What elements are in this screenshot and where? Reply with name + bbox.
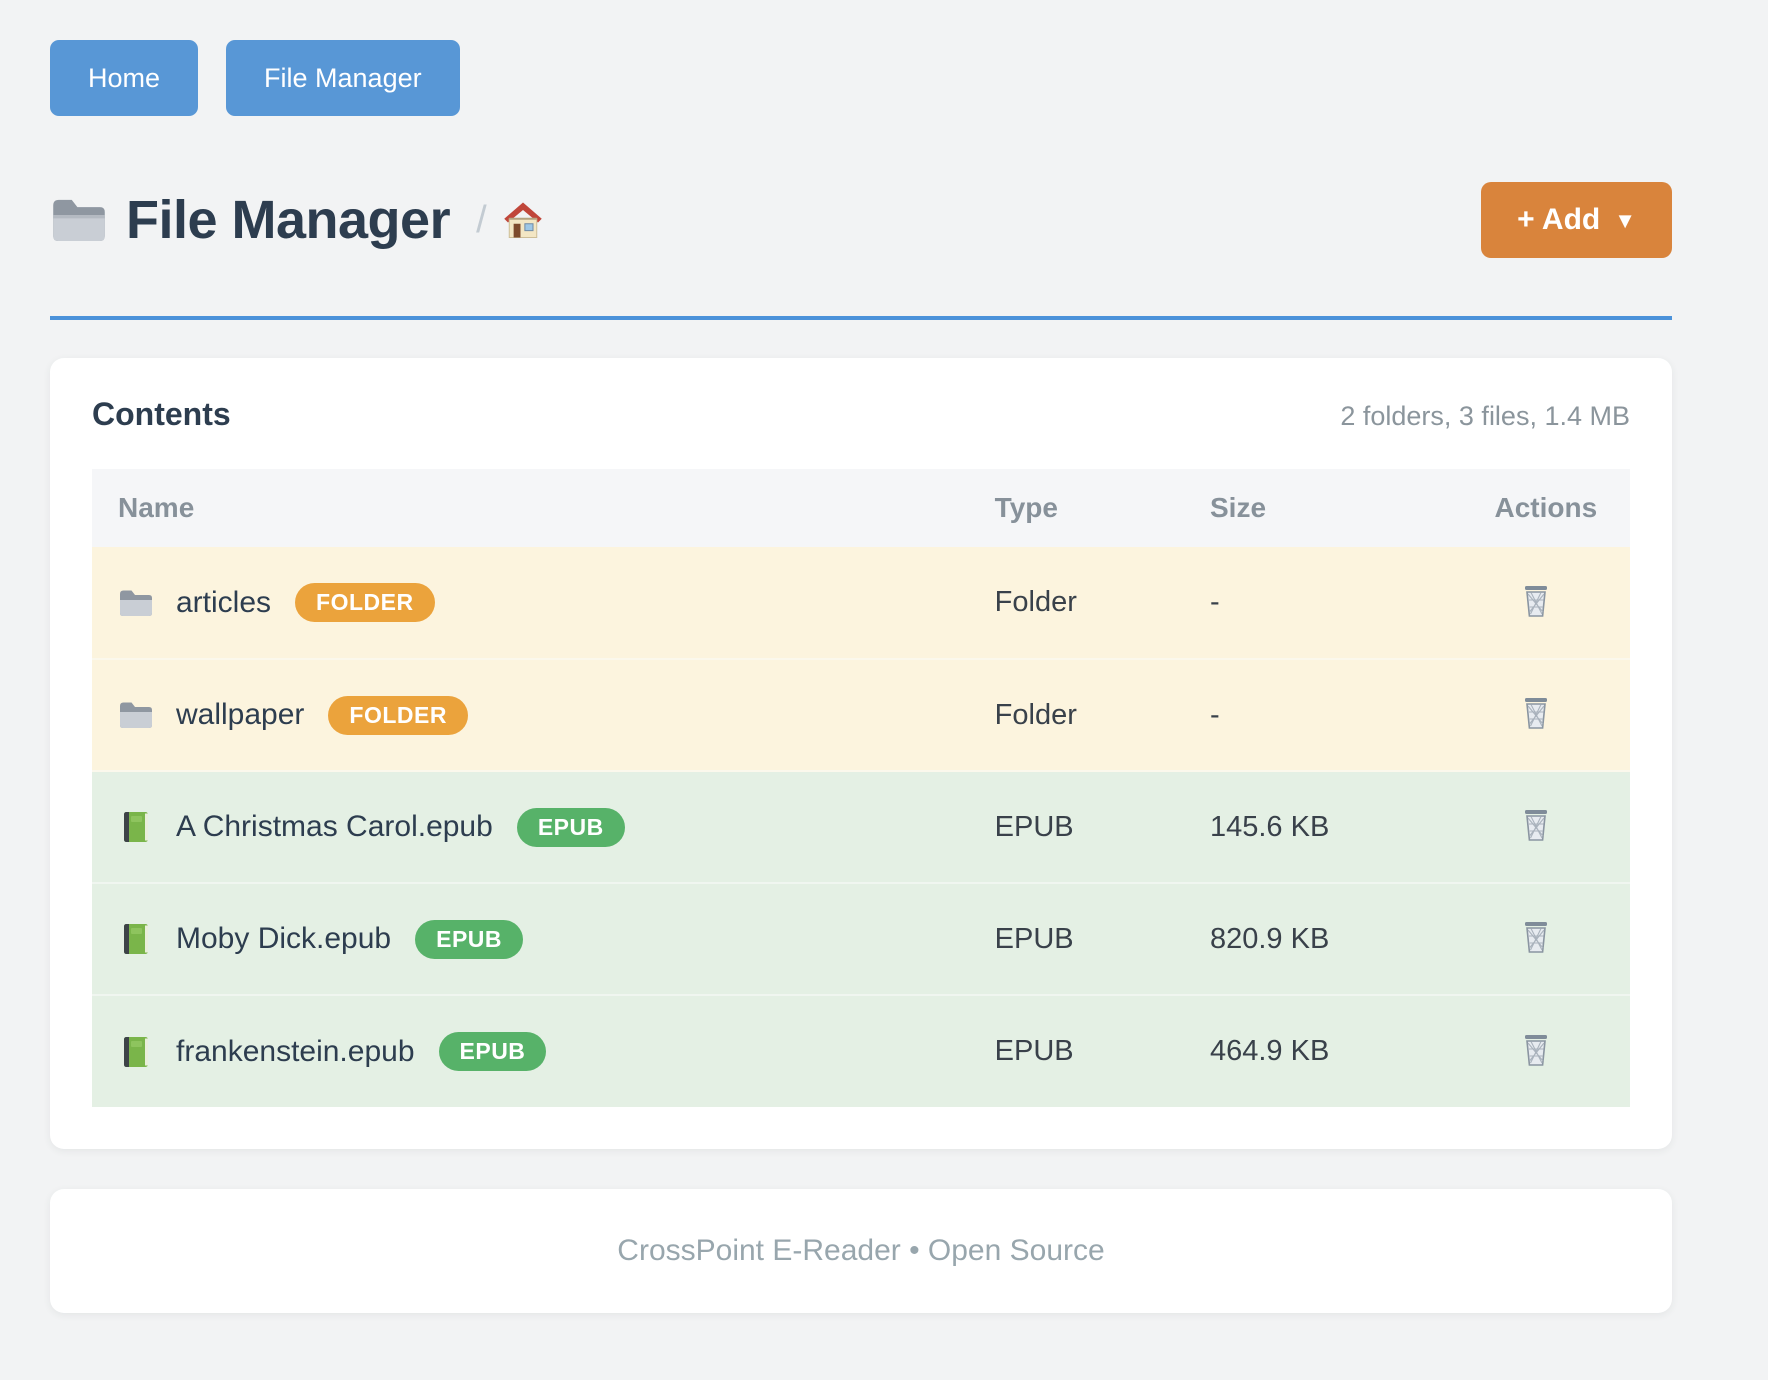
- epub-badge: EPUB: [516, 807, 625, 847]
- page-header: File Manager / + Add ▼: [50, 182, 1672, 258]
- item-type: Folder: [968, 547, 1184, 660]
- page-title: File Manager: [126, 190, 451, 250]
- table-row: wallpaper FOLDER Folder -: [92, 659, 1630, 772]
- item-size: 464.9 KB: [1183, 995, 1469, 1107]
- item-name-link[interactable]: frankenstein.epub: [176, 1034, 415, 1068]
- title-divider: [50, 316, 1672, 320]
- folder-icon: [120, 590, 152, 616]
- table-row: articles FOLDER Folder -: [92, 547, 1630, 660]
- footer-card: CrossPoint E-Reader • Open Source: [50, 1189, 1672, 1313]
- trash-icon: [1524, 810, 1547, 841]
- delete-button[interactable]: [1517, 691, 1555, 735]
- breadcrumb-separator: /: [476, 198, 487, 241]
- item-name-link[interactable]: Moby Dick.epub: [176, 922, 392, 955]
- house-icon[interactable]: [503, 201, 543, 239]
- green-book-icon: [124, 924, 148, 954]
- item-size: 145.6 KB: [1183, 771, 1469, 884]
- item-name-link[interactable]: A Christmas Carol.epub: [176, 810, 493, 843]
- file-table: Name Type Size Actions articles FOLDER: [92, 469, 1630, 1107]
- contents-card: Contents 2 folders, 3 files, 1.4 MB Name…: [50, 358, 1672, 1149]
- column-header-size: Size: [1183, 469, 1469, 547]
- green-book-icon: [124, 1036, 148, 1067]
- contents-card-header: Contents 2 folders, 3 files, 1.4 MB: [92, 396, 1630, 433]
- table-row: A Christmas Carol.epub EPUB EPUB 145.6 K…: [92, 771, 1630, 884]
- delete-button[interactable]: [1517, 1028, 1555, 1072]
- column-header-actions: Actions: [1468, 469, 1630, 547]
- delete-button[interactable]: [1517, 915, 1555, 959]
- home-button[interactable]: Home: [50, 40, 199, 116]
- folder-icon: [120, 702, 152, 728]
- folder-badge: FOLDER: [328, 695, 468, 735]
- file-manager-button[interactable]: File Manager: [226, 40, 460, 116]
- item-size: 820.9 KB: [1183, 883, 1469, 996]
- breadcrumb: /: [476, 199, 543, 242]
- item-size: -: [1183, 659, 1469, 772]
- trash-icon: [1524, 922, 1547, 953]
- delete-button[interactable]: [1517, 803, 1555, 847]
- item-name-link[interactable]: articles: [176, 585, 272, 619]
- top-nav: Home File Manager: [50, 40, 1672, 116]
- item-name-link[interactable]: wallpaper: [176, 698, 305, 731]
- trash-icon: [1524, 1034, 1547, 1066]
- table-header-row: Name Type Size Actions: [92, 469, 1630, 547]
- contents-summary: 2 folders, 3 files, 1.4 MB: [1340, 401, 1630, 431]
- item-type: EPUB: [968, 883, 1184, 996]
- item-size: -: [1183, 547, 1469, 660]
- epub-badge: EPUB: [415, 919, 524, 959]
- folder-icon: [53, 199, 105, 241]
- delete-button[interactable]: [1517, 579, 1555, 623]
- item-type: EPUB: [968, 771, 1184, 884]
- add-button-label: + Add: [1517, 203, 1601, 236]
- table-row: Moby Dick.epub EPUB EPUB 820.9 KB: [92, 883, 1630, 996]
- column-header-type: Type: [968, 469, 1184, 547]
- item-type: Folder: [968, 659, 1184, 772]
- epub-badge: EPUB: [438, 1032, 547, 1071]
- trash-icon: [1524, 585, 1547, 617]
- folder-badge: FOLDER: [295, 583, 435, 622]
- chevron-down-icon: ▼: [1614, 208, 1636, 233]
- trash-icon: [1524, 698, 1547, 729]
- item-type: EPUB: [968, 995, 1184, 1107]
- table-row: frankenstein.epub EPUB EPUB 464.9 KB: [92, 995, 1630, 1107]
- add-button[interactable]: + Add ▼: [1481, 182, 1672, 258]
- column-header-name: Name: [92, 469, 969, 547]
- footer-text: CrossPoint E-Reader • Open Source: [617, 1234, 1105, 1267]
- green-book-icon: [124, 812, 148, 842]
- contents-heading: Contents: [92, 396, 231, 432]
